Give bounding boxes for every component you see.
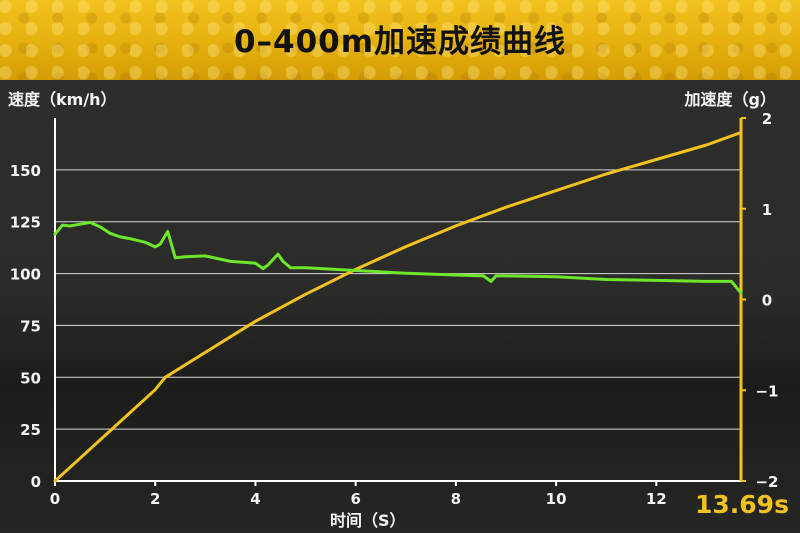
y2-tick-label: −1 — [755, 382, 778, 400]
y2-tick-label: 2 — [762, 110, 772, 128]
x-tick-label: 10 — [546, 490, 567, 508]
y2-tick-label: −2 — [755, 473, 778, 491]
y-tick-label: 100 — [10, 266, 41, 284]
y-tick-label: 150 — [10, 162, 41, 180]
total-time-badge: 13.69s — [695, 490, 789, 519]
x-tick-label: 12 — [646, 490, 667, 508]
speed-line — [53, 131, 743, 483]
x-tick-label: 2 — [150, 490, 160, 508]
y-tick-label: 25 — [20, 421, 41, 439]
y-tick-label: 125 — [10, 214, 41, 232]
x-tick-label: 6 — [350, 490, 360, 508]
x-tick-label: 0 — [50, 490, 60, 508]
x-tick-label: 8 — [451, 490, 461, 508]
chart-title: 0–400m加速成绩曲线 — [233, 24, 567, 60]
y-tick-label: 50 — [20, 369, 41, 387]
x-tick-label: 4 — [250, 490, 260, 508]
title-banner: 0–400m加速成绩曲线 — [0, 0, 800, 80]
y-tick-label: 75 — [20, 317, 41, 335]
acceleration-line — [53, 220, 743, 295]
x-axis-title: 时间（S） — [330, 511, 406, 530]
y2-axis-title: 加速度（g） — [684, 90, 776, 109]
y2-tick-label: 0 — [762, 292, 772, 310]
y2-tick-label: 1 — [762, 201, 772, 219]
y-axis-title: 速度（km/h） — [8, 90, 117, 109]
y-tick-label: 0 — [31, 473, 41, 491]
